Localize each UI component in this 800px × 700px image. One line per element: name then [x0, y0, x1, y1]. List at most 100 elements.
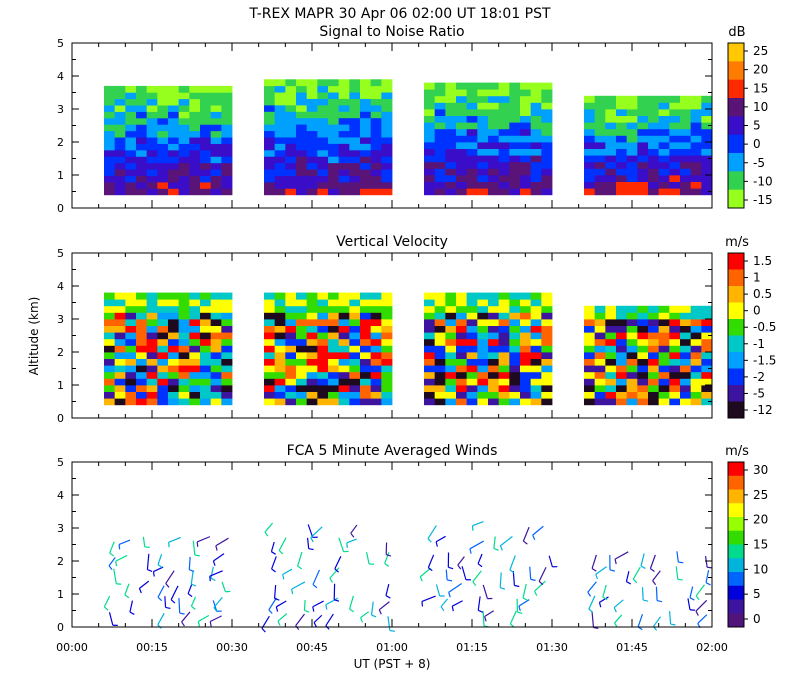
heatmap-cell	[488, 188, 500, 196]
heatmap-cell	[434, 82, 446, 90]
heatmap-cell	[424, 148, 436, 156]
wind-barb-flag	[189, 569, 195, 572]
wind-barb	[346, 538, 357, 544]
wind-barb	[310, 526, 323, 538]
heatmap-cell	[125, 365, 137, 373]
wind-barb	[484, 610, 494, 618]
heatmap-cell	[594, 332, 606, 340]
heatmap-cell	[488, 378, 500, 386]
heatmap-cell	[520, 168, 532, 176]
heatmap-cell	[434, 385, 446, 392]
heatmap-cell	[520, 89, 532, 97]
heatmap-cell	[274, 292, 286, 300]
wind-barb-flag	[440, 606, 445, 612]
heatmap-cell	[701, 338, 713, 346]
wind-barb	[282, 568, 293, 576]
wind-barb	[477, 596, 481, 611]
heatmap-cell	[296, 312, 308, 320]
colorbar-label: 5	[753, 119, 761, 133]
wind-barb-flag	[522, 597, 528, 601]
heatmap-cell	[445, 385, 457, 392]
heatmap-cell	[328, 79, 340, 87]
heatmap-cell	[285, 111, 297, 119]
heatmap-cell	[605, 142, 617, 149]
wind-barb	[334, 556, 342, 570]
heatmap-cell	[200, 292, 212, 300]
colorbar-swatch	[728, 585, 744, 600]
heatmap-cell	[264, 98, 276, 106]
heatmap-cell	[658, 188, 670, 196]
heatmap-cell	[381, 345, 393, 353]
heatmap-cell	[306, 358, 318, 366]
heatmap-cell	[466, 305, 478, 313]
heatmap-cell	[605, 109, 617, 116]
heatmap-cell	[189, 391, 201, 399]
wind-barb	[164, 596, 167, 608]
heatmap-cell	[189, 319, 201, 326]
heatmap-cell	[498, 312, 510, 320]
heatmap-cell	[360, 98, 372, 106]
heatmap-cell	[381, 124, 393, 132]
colorbar-label: 0	[753, 612, 761, 626]
heatmap-cell	[658, 391, 670, 399]
wind-barb-flag	[215, 545, 218, 551]
heatmap-cell	[168, 85, 180, 93]
heatmap-cell	[328, 169, 340, 176]
x-tick-label: 00:00	[56, 641, 88, 654]
heatmap-cell	[381, 181, 393, 189]
heatmap-cell	[285, 124, 297, 132]
wind-barb-flag	[261, 627, 266, 633]
heatmap-cell	[317, 319, 329, 326]
heatmap-cell	[210, 358, 222, 366]
heatmap-cell	[125, 169, 137, 176]
heatmap-cell	[381, 85, 393, 93]
heatmap-cell	[658, 312, 670, 320]
heatmap-cell	[445, 365, 457, 373]
heatmap-cell	[360, 143, 372, 151]
heatmap-cell	[221, 85, 233, 93]
heatmap-cell	[104, 92, 116, 100]
heatmap-cell	[616, 398, 628, 406]
heatmap-cell	[626, 148, 638, 156]
heatmap-cell	[690, 365, 702, 373]
heatmap-cell	[349, 156, 361, 164]
heatmap-cell	[381, 162, 393, 170]
heatmap-cell	[210, 162, 222, 170]
heatmap-cell	[584, 175, 596, 182]
heatmap-cell	[125, 175, 137, 183]
velocity-colorbar: 1.510.50-0.5-1-1.5-2-5-12	[727, 252, 776, 419]
heatmap-cell	[637, 378, 649, 386]
heatmap-cell	[424, 115, 436, 123]
wind-barb-flag	[310, 537, 314, 543]
heatmap-cell	[434, 391, 446, 399]
heatmap-cell	[285, 391, 297, 399]
heatmap-cell	[125, 156, 137, 164]
colorbar-label: -2	[753, 370, 765, 384]
wind-barb	[210, 566, 214, 579]
wind-barb-flag	[271, 551, 276, 555]
wind-barb-flag	[678, 561, 684, 564]
heatmap-cell	[349, 299, 361, 307]
heatmap-cell	[541, 142, 553, 149]
colorbar-swatch	[728, 269, 744, 287]
heatmap-cell	[338, 358, 350, 366]
heatmap-cell	[349, 398, 361, 406]
heatmap-cell	[584, 115, 596, 123]
heatmap-cell	[477, 181, 489, 189]
heatmap-cell	[584, 128, 596, 136]
heatmap-cell	[189, 137, 201, 144]
heatmap-cell	[264, 92, 276, 99]
heatmap-cell	[264, 391, 276, 399]
heatmap-cell	[178, 299, 190, 307]
heatmap-cell	[264, 305, 276, 313]
wind-barb	[705, 570, 710, 583]
heatmap-cell	[178, 332, 190, 340]
wind-barb-flag	[469, 548, 472, 554]
heatmap-cell	[221, 338, 233, 346]
heatmap-cell	[370, 358, 382, 366]
heatmap-cell	[296, 319, 308, 326]
heatmap-cell	[178, 325, 190, 333]
heatmap-cell	[200, 169, 212, 176]
heatmap-cell	[637, 115, 649, 123]
